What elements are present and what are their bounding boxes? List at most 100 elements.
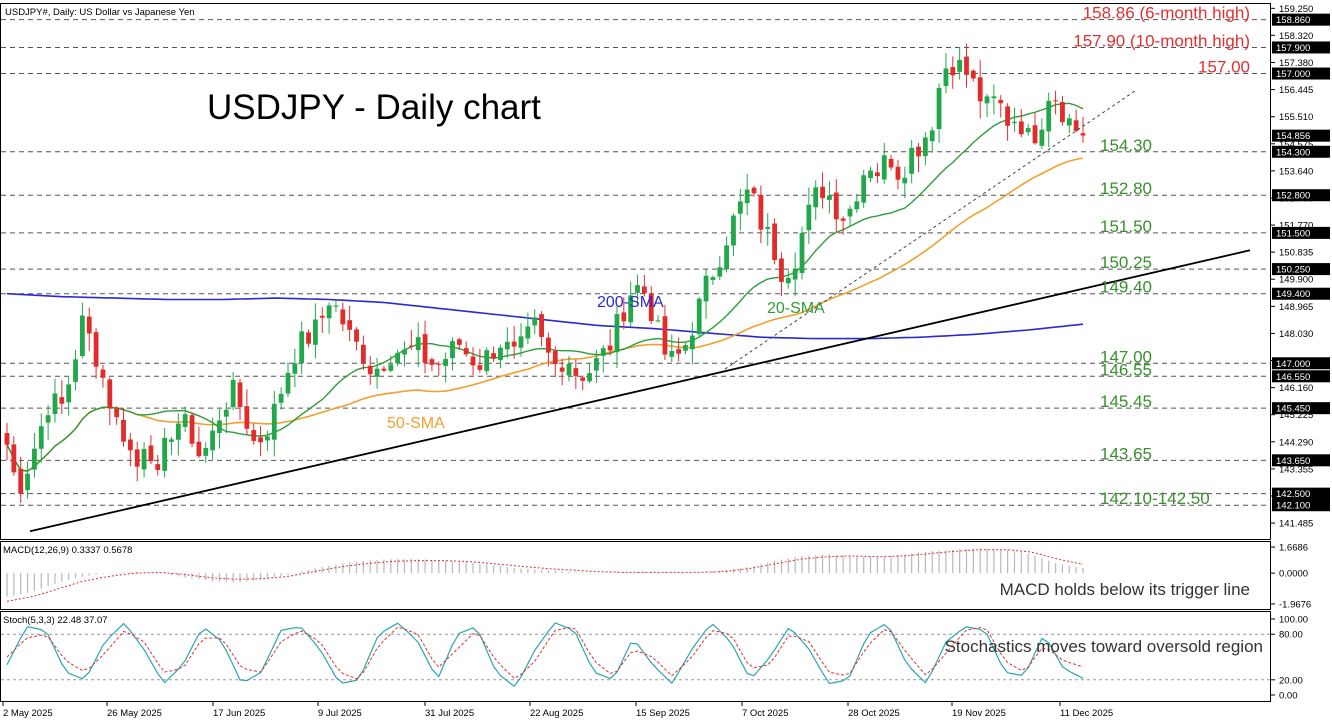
price-tag: 154.856 bbox=[1276, 131, 1310, 142]
symbol-header: USDJPY#, Daily: US Dollar vs Japanese Ye… bbox=[5, 7, 195, 18]
candle-body bbox=[306, 332, 311, 344]
candle-body bbox=[1018, 121, 1024, 135]
candle-body bbox=[1012, 121, 1017, 124]
minor-trendline bbox=[724, 90, 1136, 370]
price-tick-label: 159.250 bbox=[1279, 4, 1313, 15]
candle-body bbox=[594, 358, 599, 371]
candle-body bbox=[525, 326, 531, 339]
candle-body bbox=[18, 468, 24, 494]
price-tag-box bbox=[1272, 145, 1330, 158]
candle-body bbox=[258, 437, 263, 443]
candle-body bbox=[840, 218, 846, 221]
price-tag-box bbox=[1272, 357, 1330, 370]
candle-body bbox=[470, 356, 476, 366]
candle-body bbox=[847, 208, 853, 217]
price-tag-box bbox=[1272, 499, 1330, 512]
candle-body bbox=[456, 339, 462, 345]
price-tag: 142.500 bbox=[1276, 489, 1310, 500]
price-tag: 152.800 bbox=[1276, 191, 1310, 202]
date-axis: 2 May 2025 26 May 2025 17 Jun 2025 9 Jul 20… bbox=[2, 701, 1113, 719]
candle-body bbox=[957, 59, 963, 72]
date-label: 28 Oct 2025 bbox=[848, 708, 900, 719]
candle-body bbox=[621, 312, 627, 322]
stoch-tick-label: 0.00 bbox=[1279, 691, 1298, 702]
price-tick-label: 144.290 bbox=[1279, 437, 1313, 448]
price-tick-label: 157.380 bbox=[1279, 58, 1313, 69]
candlesticks bbox=[4, 43, 1086, 504]
candle-body bbox=[319, 315, 325, 318]
candle-body bbox=[662, 316, 668, 355]
candle-body bbox=[655, 320, 661, 322]
price-tick-label: 156.445 bbox=[1279, 85, 1313, 96]
candle-body bbox=[86, 316, 92, 334]
sma50-label: 50-SMA bbox=[387, 415, 445, 432]
candle-body bbox=[922, 137, 928, 157]
candle-body bbox=[813, 187, 819, 208]
date-label: 11 Dec 2025 bbox=[1060, 708, 1113, 719]
macd-panel: 1.6686 0.0000 -1.9676 bbox=[6, 543, 1311, 610]
candle-body bbox=[374, 368, 380, 377]
level-label-11: 143.65 bbox=[1100, 444, 1152, 463]
candle-body bbox=[552, 350, 558, 365]
candle-body bbox=[731, 215, 736, 246]
date-label: 26 May 2025 bbox=[107, 708, 162, 719]
candle-body bbox=[1005, 106, 1011, 126]
candle-body bbox=[950, 67, 956, 76]
candle-body bbox=[1080, 133, 1086, 136]
chart-title: USDJPY - Daily chart bbox=[207, 88, 541, 127]
candle-body bbox=[354, 329, 359, 342]
sma200-line bbox=[6, 292, 1084, 340]
price-tick-label: 149.900 bbox=[1279, 275, 1313, 286]
date-label: 31 Jul 2025 bbox=[425, 708, 474, 719]
candle-body bbox=[121, 419, 126, 442]
price-tick-label: 153.640 bbox=[1279, 166, 1313, 177]
candle-body bbox=[203, 448, 209, 456]
candle-body bbox=[463, 348, 469, 355]
candle-body bbox=[59, 397, 65, 404]
price-tag-box bbox=[1272, 129, 1330, 142]
level-label-2: 157.00 bbox=[1198, 58, 1250, 77]
candle-body bbox=[107, 379, 113, 409]
candle-body bbox=[210, 430, 216, 451]
candle-body bbox=[724, 245, 730, 270]
price-tag: 154.300 bbox=[1276, 147, 1310, 158]
candle-body bbox=[998, 99, 1004, 104]
candle-body bbox=[929, 130, 935, 142]
candle-body bbox=[196, 441, 202, 457]
candle-body bbox=[751, 187, 757, 194]
candle-body bbox=[614, 314, 620, 353]
candle-body bbox=[977, 77, 983, 102]
candle-body bbox=[532, 317, 538, 326]
candle-body bbox=[1025, 128, 1031, 133]
candle-body bbox=[134, 449, 140, 467]
price-tick-label: 158.320 bbox=[1279, 31, 1313, 42]
price-tag-box bbox=[1272, 487, 1330, 500]
candle-body bbox=[1060, 102, 1065, 123]
price-tag: 157.000 bbox=[1276, 69, 1310, 80]
candle-body bbox=[518, 336, 524, 348]
candle-body bbox=[902, 177, 908, 184]
candle-body bbox=[148, 445, 154, 462]
trendlines bbox=[29, 90, 1251, 533]
candle-body bbox=[11, 444, 17, 473]
candle-body bbox=[278, 393, 284, 403]
candle-body bbox=[943, 68, 949, 87]
candle-body bbox=[271, 403, 277, 440]
candle-body bbox=[600, 348, 606, 356]
price-tag-box bbox=[1272, 67, 1330, 80]
candle-body bbox=[66, 384, 72, 403]
candle-body bbox=[539, 314, 544, 337]
price-tag-box bbox=[1272, 189, 1330, 202]
candle-body bbox=[827, 195, 832, 200]
candle-body bbox=[504, 341, 510, 350]
level-label-7: 149.40 bbox=[1100, 278, 1152, 297]
stoch-main-line bbox=[6, 622, 1084, 688]
candle-body bbox=[429, 359, 435, 365]
candle-body bbox=[765, 226, 771, 229]
price-tag: 143.650 bbox=[1276, 456, 1310, 467]
stoch-tick-label: 100.00 bbox=[1279, 615, 1308, 626]
price-tag: 150.250 bbox=[1276, 265, 1310, 276]
price-tick-label: 145.225 bbox=[1279, 410, 1313, 421]
